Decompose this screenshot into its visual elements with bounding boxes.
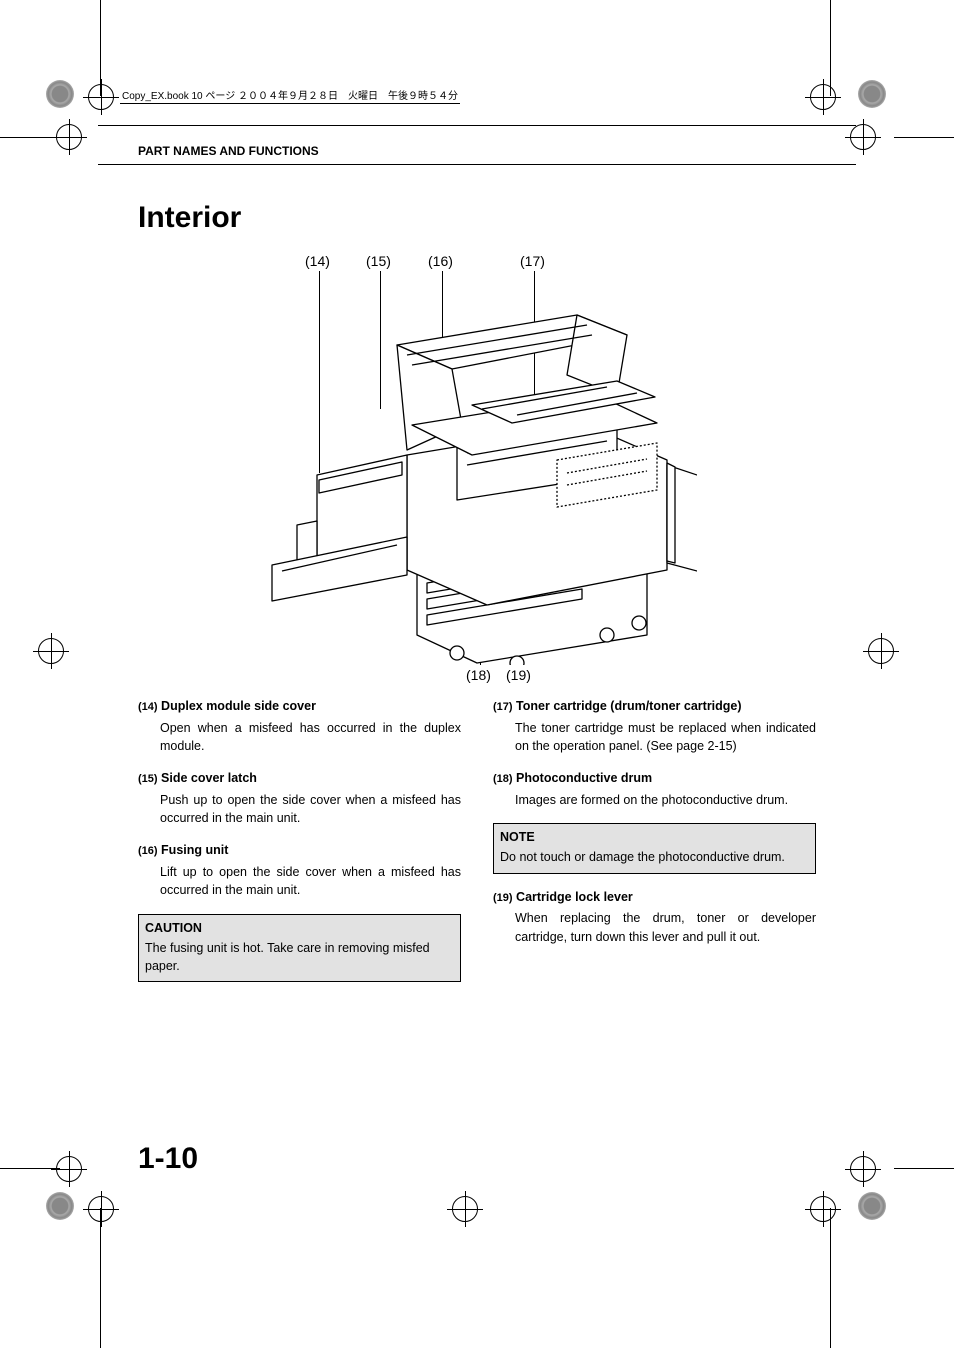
callout-18: (18) — [466, 667, 491, 683]
section-header: PART NAMES AND FUNCTIONS — [98, 126, 856, 165]
item-number: (18) — [493, 773, 513, 785]
item-number: (15) — [138, 773, 158, 785]
crop-line — [0, 1168, 60, 1169]
registration-mark-icon — [858, 1192, 886, 1220]
crop-line — [0, 137, 60, 138]
item-title: Photoconductive drum — [516, 771, 652, 785]
item-number: (19) — [493, 892, 513, 904]
registration-mark-icon — [46, 1192, 74, 1220]
registration-mark-icon — [858, 80, 886, 108]
interior-diagram: (14) (15) (16) (17) (18) (19) — [157, 253, 797, 683]
crop-line — [100, 1208, 101, 1348]
note-box: NOTE Do not touch or damage the photocon… — [493, 823, 816, 873]
registration-cross-icon — [88, 84, 114, 110]
callout-17: (17) — [520, 253, 545, 269]
item-19: (19) Cartridge lock lever When replacing… — [493, 888, 816, 946]
registration-cross-icon — [868, 638, 894, 664]
registration-cross-icon — [810, 84, 836, 110]
crop-line — [830, 1208, 831, 1348]
caution-box: CAUTION The fusing unit is hot. Take car… — [138, 914, 461, 982]
registration-mark-icon — [46, 80, 74, 108]
item-title: Side cover latch — [161, 771, 257, 785]
item-16: (16) Fusing unit Lift up to open the sid… — [138, 841, 461, 899]
crop-line — [894, 1168, 954, 1169]
item-title: Toner cartridge (drum/toner cartridge) — [516, 699, 742, 713]
crop-line — [830, 0, 831, 96]
callout-15: (15) — [366, 253, 391, 269]
item-number: (17) — [493, 701, 513, 713]
page-number: 1-10 — [138, 1142, 198, 1176]
item-body: When replacing the drum, toner or develo… — [515, 909, 816, 945]
registration-cross-icon — [38, 638, 64, 664]
box-body: The fusing unit is hot. Take care in rem… — [145, 939, 454, 975]
callout-14: (14) — [305, 253, 330, 269]
item-body: Push up to open the side cover when a mi… — [160, 791, 461, 827]
left-column: (14) Duplex module side cover Open when … — [138, 697, 461, 982]
box-body: Do not touch or damage the photoconducti… — [500, 848, 809, 866]
box-title: CAUTION — [145, 919, 454, 937]
right-column: (17) Toner cartridge (drum/toner cartrid… — [493, 697, 816, 982]
item-number: (14) — [138, 701, 158, 713]
item-title: Fusing unit — [161, 843, 228, 857]
registration-cross-icon — [850, 1156, 876, 1182]
box-title: NOTE — [500, 828, 809, 846]
content-frame: PART NAMES AND FUNCTIONS Interior (14) (… — [98, 125, 856, 982]
item-number: (16) — [138, 845, 158, 857]
crop-line — [100, 0, 101, 96]
item-body: Images are formed on the photoconductive… — [515, 791, 816, 809]
callout-19: (19) — [506, 667, 531, 683]
description-columns: (14) Duplex module side cover Open when … — [138, 697, 816, 982]
page-title: Interior — [138, 201, 816, 235]
callout-16: (16) — [428, 253, 453, 269]
printer-illustration-icon — [257, 275, 697, 665]
registration-cross-icon — [88, 1196, 114, 1222]
item-14: (14) Duplex module side cover Open when … — [138, 697, 461, 755]
running-header: Copy_EX.book 10 ページ ２００４年９月２８日 火曜日 午後９時５… — [120, 86, 460, 104]
crop-line — [894, 137, 954, 138]
item-body: Open when a misfeed has occurred in the … — [160, 719, 461, 755]
item-18: (18) Photoconductive drum Images are for… — [493, 769, 816, 809]
item-15: (15) Side cover latch Push up to open th… — [138, 769, 461, 827]
registration-cross-icon — [810, 1196, 836, 1222]
registration-cross-icon — [56, 1156, 82, 1182]
item-17: (17) Toner cartridge (drum/toner cartrid… — [493, 697, 816, 755]
item-body: Lift up to open the side cover when a mi… — [160, 863, 461, 899]
item-title: Duplex module side cover — [161, 699, 316, 713]
item-body: The toner cartridge must be replaced whe… — [515, 719, 816, 755]
item-title: Cartridge lock lever — [516, 890, 633, 904]
registration-cross-icon — [452, 1196, 478, 1222]
